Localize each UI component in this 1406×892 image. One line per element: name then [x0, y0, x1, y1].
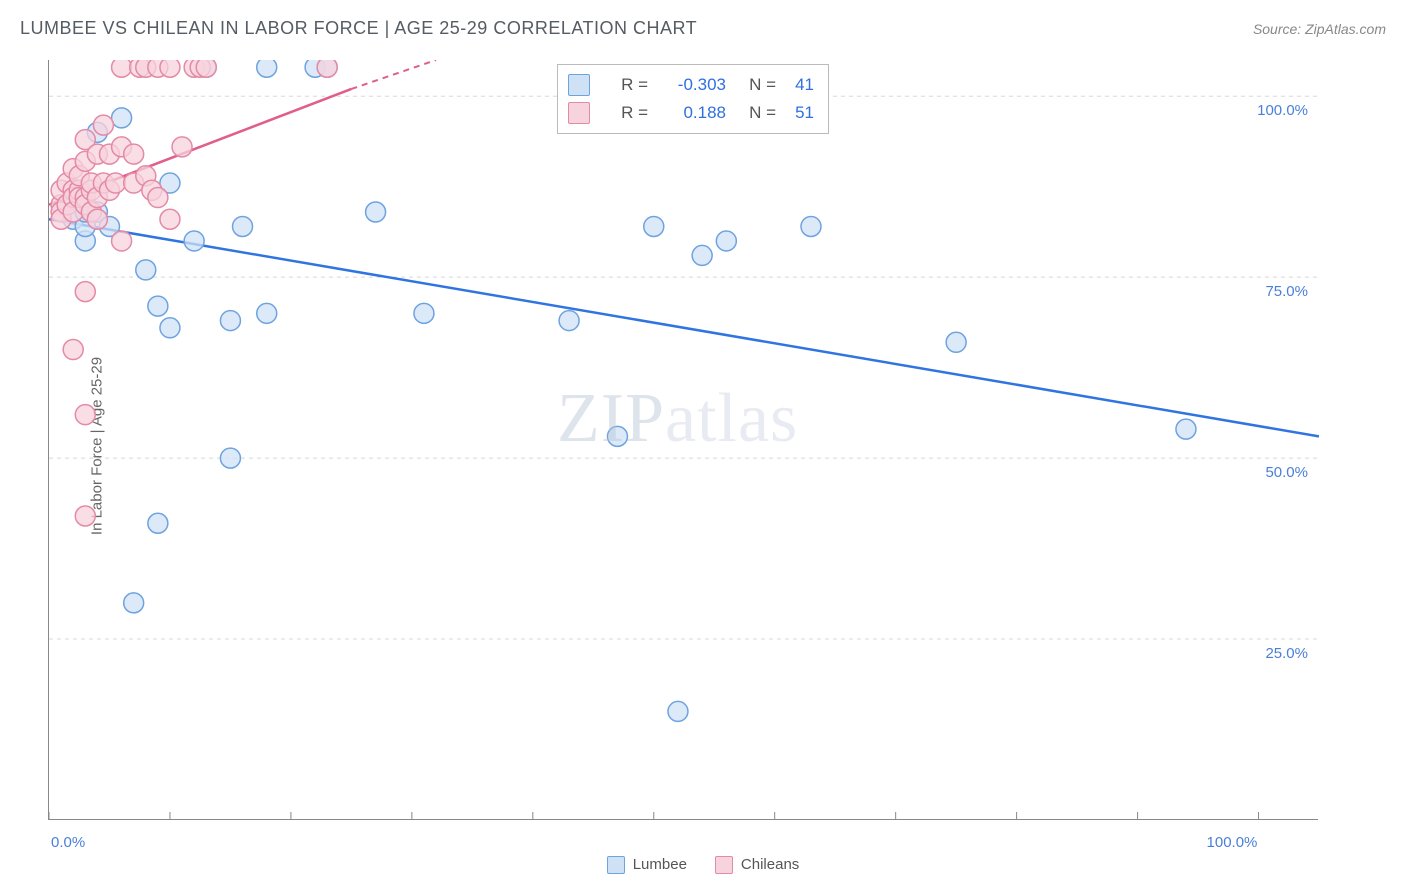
data-point — [668, 701, 688, 721]
data-point — [257, 60, 277, 77]
data-point — [112, 108, 132, 128]
chart-title: LUMBEE VS CHILEAN IN LABOR FORCE | AGE 2… — [20, 18, 697, 39]
y-tick-label: 100.0% — [1257, 102, 1308, 119]
legend-swatch — [715, 856, 733, 874]
data-point — [196, 60, 216, 77]
data-point — [112, 231, 132, 251]
r-value: 0.188 — [658, 103, 726, 123]
data-point — [148, 188, 168, 208]
y-tick-label: 50.0% — [1265, 464, 1308, 481]
r-value: -0.303 — [658, 75, 726, 95]
data-point — [644, 216, 664, 236]
data-point — [124, 144, 144, 164]
data-point — [220, 448, 240, 468]
n-value: 51 — [786, 103, 814, 123]
data-point — [87, 209, 107, 229]
data-point — [801, 216, 821, 236]
n-value: 41 — [786, 75, 814, 95]
data-point — [124, 593, 144, 613]
data-point — [1176, 419, 1196, 439]
data-point — [184, 231, 204, 251]
source-label: Source: ZipAtlas.com — [1253, 21, 1386, 37]
x-tick-label: 100.0% — [1207, 834, 1258, 851]
data-point — [160, 318, 180, 338]
stat-legend: R = -0.303 N = 41 R = 0.188 N = 51 — [557, 64, 829, 134]
r-label: R = — [608, 103, 648, 123]
title-row: LUMBEE VS CHILEAN IN LABOR FORCE | AGE 2… — [20, 18, 1386, 39]
data-point — [220, 311, 240, 331]
legend-label: Lumbee — [633, 856, 687, 873]
data-point — [93, 115, 113, 135]
data-point — [160, 60, 180, 77]
bottom-legend: Lumbee Chileans — [0, 856, 1406, 874]
data-point — [317, 60, 337, 77]
data-point — [136, 260, 156, 280]
data-point — [148, 296, 168, 316]
x-tick-label: 0.0% — [51, 834, 85, 851]
legend-swatch — [607, 856, 625, 874]
data-point — [75, 405, 95, 425]
data-point — [233, 216, 253, 236]
data-point — [257, 303, 277, 323]
legend-swatch — [568, 102, 590, 124]
legend-item: Lumbee — [607, 856, 687, 874]
data-point — [63, 340, 83, 360]
data-point — [607, 426, 627, 446]
data-point — [559, 311, 579, 331]
r-label: R = — [608, 75, 648, 95]
legend-swatch — [568, 74, 590, 96]
legend-item: Chileans — [715, 856, 799, 874]
y-tick-label: 75.0% — [1265, 283, 1308, 300]
data-point — [160, 209, 180, 229]
data-point — [946, 332, 966, 352]
n-label: N = — [736, 103, 776, 123]
data-point — [75, 506, 95, 526]
data-point — [414, 303, 434, 323]
data-point — [366, 202, 386, 222]
data-point — [75, 282, 95, 302]
n-label: N = — [736, 75, 776, 95]
data-point — [172, 137, 192, 157]
stat-legend-row: R = -0.303 N = 41 — [568, 71, 814, 99]
plot-svg — [49, 60, 1319, 820]
legend-label: Chileans — [741, 856, 799, 873]
stat-legend-row: R = 0.188 N = 51 — [568, 99, 814, 127]
y-tick-label: 25.0% — [1265, 645, 1308, 662]
plot-area: ZIPatlas R =-0.303N =41R =0.188N =51 25.… — [48, 60, 1318, 820]
data-point — [716, 231, 736, 251]
chart-container: LUMBEE VS CHILEAN IN LABOR FORCE | AGE 2… — [0, 0, 1406, 892]
data-point — [148, 513, 168, 533]
data-point — [692, 245, 712, 265]
data-point — [106, 173, 126, 193]
data-point — [112, 60, 132, 77]
